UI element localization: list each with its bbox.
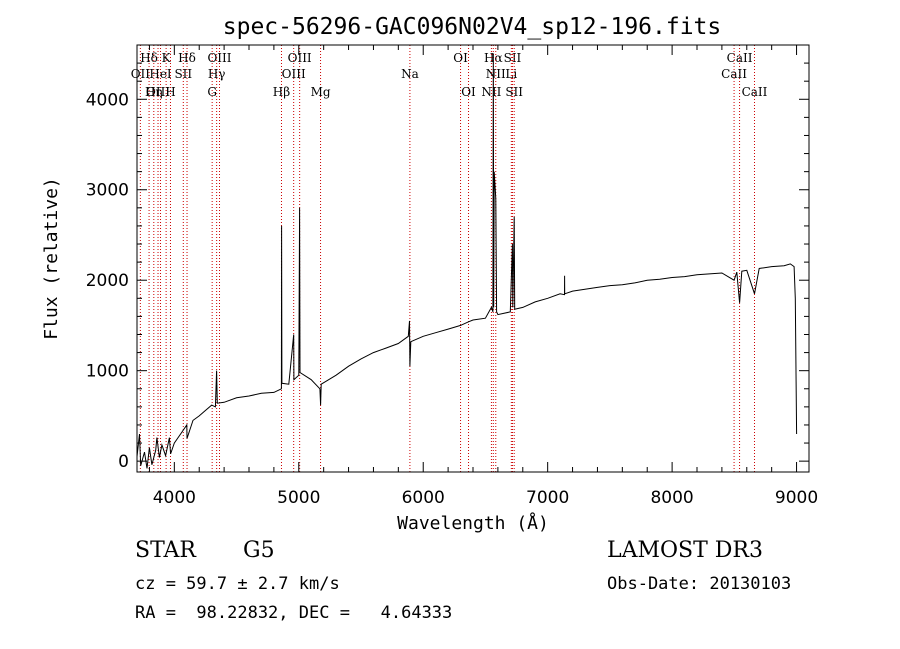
x-tick-label: 5000 xyxy=(277,488,320,508)
y-tick-label: 2000 xyxy=(86,271,129,291)
line-label: Hβ xyxy=(273,85,290,99)
x-tick-label: 6000 xyxy=(402,488,445,508)
line-label: K xyxy=(162,51,172,65)
x-axis-label: Wavelength (Å) xyxy=(397,512,549,534)
line-label: SII xyxy=(505,85,523,99)
x-tick-label: 4000 xyxy=(153,488,196,508)
x-tick-label: 8000 xyxy=(650,488,693,508)
line-label: Hδ xyxy=(140,51,158,65)
line-label: Mg xyxy=(311,85,331,99)
line-label: OIII xyxy=(146,85,170,99)
coordinates-text: RA = 98.22832, DEC = 4.64333 xyxy=(135,603,453,623)
y-tick-label: 0 xyxy=(118,452,129,472)
y-tick-label: 1000 xyxy=(86,362,129,382)
line-label: Hδ xyxy=(178,51,196,65)
line-label: OI xyxy=(461,85,476,99)
line-label: CaII xyxy=(727,51,753,65)
line-label: Li xyxy=(505,67,517,81)
plot-frame xyxy=(136,44,810,473)
line-label: OII xyxy=(131,67,151,81)
subclass: G5 xyxy=(243,538,275,563)
line-label: SII xyxy=(504,51,522,65)
y-axis-label: Flux (relative) xyxy=(41,177,62,340)
line-label: Na xyxy=(401,67,419,81)
obs-date-text: Obs-Date: 20130103 xyxy=(607,574,792,594)
line-label: OIII xyxy=(288,51,312,65)
line-label: H xyxy=(165,85,175,99)
line-label: CaII xyxy=(742,85,768,99)
line-label: Hη xyxy=(145,85,163,99)
line-label: NII xyxy=(486,67,506,81)
line-label: SII xyxy=(174,67,192,81)
line-label: CaII xyxy=(721,67,747,81)
line-label: Hγ xyxy=(208,67,226,81)
x-tick-label: 7000 xyxy=(526,488,569,508)
line-label: OI xyxy=(453,51,468,65)
line-label: NII xyxy=(481,85,501,99)
line-label: OIII xyxy=(282,67,306,81)
survey-label: LAMOST DR3 xyxy=(607,538,763,563)
spectrum-line xyxy=(136,53,798,469)
x-tick-label: 9000 xyxy=(775,488,818,508)
chart-title: spec-56296-GAC096N02V4_sp12-196.fits xyxy=(223,14,722,40)
line-label: OIII xyxy=(207,51,231,65)
line-label: HeI xyxy=(149,67,172,81)
y-tick-label: 3000 xyxy=(86,181,129,201)
object-class: STAR xyxy=(135,538,196,563)
redshift-text: cz = 59.7 ± 2.7 km/s xyxy=(135,574,340,594)
line-label: G xyxy=(207,85,217,99)
y-tick-label: 4000 xyxy=(86,90,129,110)
